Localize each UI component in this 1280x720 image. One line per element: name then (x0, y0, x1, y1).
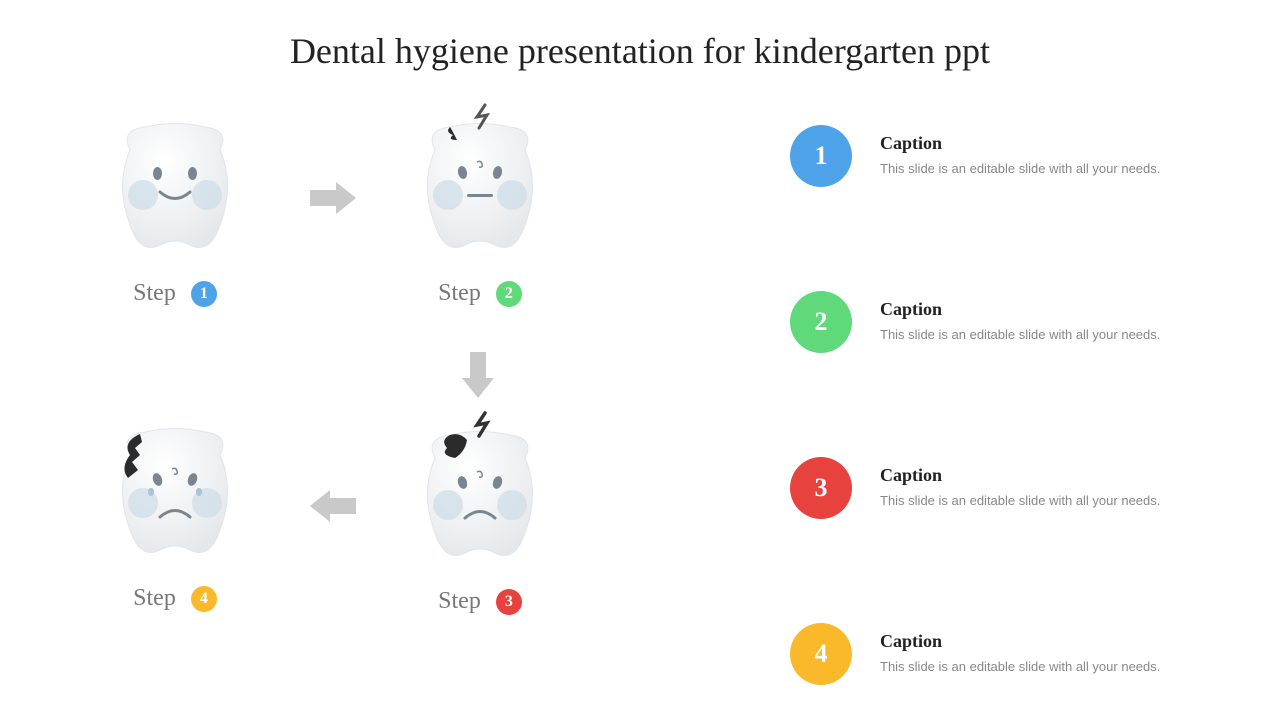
caption-1-badge: 1 (790, 125, 852, 187)
captions-area: 1 Caption This slide is an editable slid… (790, 125, 1220, 685)
caption-3-title: Caption (880, 465, 1160, 486)
diagram-area: Step 1 (60, 110, 630, 690)
step-3-box: Step 3 (380, 410, 580, 615)
step-3-label: Step (438, 588, 481, 615)
caption-3-badge: 3 (790, 457, 852, 519)
caption-2-badge: 2 (790, 291, 852, 353)
step-1-label: Step (133, 280, 176, 307)
caption-4-title: Caption (880, 631, 1160, 652)
step-2-box: Step 2 (380, 102, 580, 307)
step-1-badge: 1 (191, 281, 217, 307)
step-2-badge: 2 (496, 281, 522, 307)
arrow-right-icon (308, 180, 358, 216)
caption-2-desc: This slide is an editable slide with all… (880, 326, 1160, 344)
caption-3: 3 Caption This slide is an editable slid… (790, 457, 1220, 519)
tooth-crack-icon (405, 102, 555, 265)
arrow-down-icon (460, 350, 496, 400)
step-2-label: Step (438, 280, 481, 307)
caption-1: 1 Caption This slide is an editable slid… (790, 125, 1220, 187)
step-3-badge: 3 (496, 589, 522, 615)
caption-1-title: Caption (880, 133, 1160, 154)
caption-1-desc: This slide is an editable slide with all… (880, 160, 1160, 178)
caption-3-desc: This slide is an editable slide with all… (880, 492, 1160, 510)
tooth-broken-icon (100, 420, 250, 570)
arrow-left-icon (308, 488, 358, 524)
caption-4-badge: 4 (790, 623, 852, 685)
step-4-badge: 4 (191, 586, 217, 612)
caption-4-desc: This slide is an editable slide with all… (880, 658, 1160, 676)
step-4-box: Step 4 (75, 420, 275, 612)
step-1-box: Step 1 (75, 115, 275, 307)
page-title: Dental hygiene presentation for kinderga… (0, 30, 1280, 72)
tooth-happy-icon (100, 115, 250, 265)
step-4-label: Step (133, 585, 176, 612)
tooth-decay-icon (405, 410, 555, 573)
caption-2-title: Caption (880, 299, 1160, 320)
caption-2: 2 Caption This slide is an editable slid… (790, 291, 1220, 353)
caption-4: 4 Caption This slide is an editable slid… (790, 623, 1220, 685)
